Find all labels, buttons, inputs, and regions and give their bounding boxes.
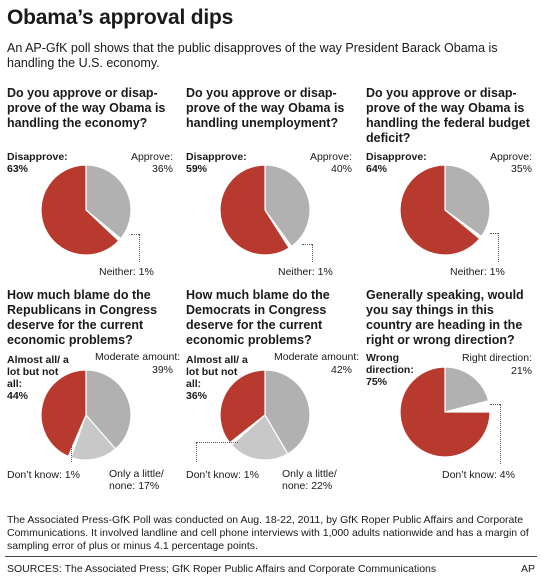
pie-slice-disapprove <box>219 164 290 256</box>
pie-chart <box>219 369 311 461</box>
approve-value: 40% <box>330 163 352 175</box>
dont-know-label: Don’t know: 1% <box>186 469 259 481</box>
dont-know-label: Don’t know: 1% <box>7 469 80 481</box>
pie-chart <box>399 366 491 458</box>
a-lot-label: Almost all/ a lot but not all: <box>7 354 69 390</box>
leader-line <box>498 233 499 262</box>
a-lot-value: 44% <box>7 390 29 402</box>
approve-value: 35% <box>510 163 532 175</box>
panel-unemployment: Do you approve or disap-prove of the way… <box>186 86 358 306</box>
divider <box>5 556 537 557</box>
leader-line <box>139 234 140 262</box>
pie-slice-approve <box>444 164 491 238</box>
approve-label: Approve: <box>489 151 532 163</box>
wrong-direction-label: Wrong direction: <box>366 352 414 376</box>
pie-slice-right-direction <box>444 366 490 413</box>
disapprove-label: Disapprove: <box>7 151 68 163</box>
pie-chart <box>40 369 132 461</box>
a-lot-label: Almost all/ a lot but not all: <box>186 354 248 390</box>
leader-line <box>196 442 197 462</box>
disapprove-value: 64% <box>366 163 388 175</box>
leader-line <box>131 234 139 235</box>
right-direction-value: 21% <box>510 365 532 377</box>
leader-line <box>490 404 500 405</box>
panel-republicans-blame: How much blame do the Republicans in Con… <box>7 288 181 508</box>
panel-economy: Do you approve or disap-prove of the way… <box>7 86 179 306</box>
approve-label: Approve: <box>309 151 352 163</box>
approve-value: 36% <box>151 163 173 175</box>
leader-line <box>71 438 72 462</box>
right-direction-label: Right direction: <box>461 352 532 364</box>
neither-label: Neither: 1% <box>450 266 505 278</box>
question-text: Do you approve or disap-prove of the way… <box>7 86 166 130</box>
disapprove-value: 63% <box>7 163 29 175</box>
neither-label: Neither: 1% <box>99 266 154 278</box>
credit-ap: AP <box>520 563 535 575</box>
leader-line <box>312 244 313 262</box>
question-text: Generally speaking, would you say things… <box>366 288 524 347</box>
a-lot-value: 36% <box>186 390 208 402</box>
pie-slice-almost-all-a-lot-but-not-all <box>219 369 266 444</box>
pie-slice-moderate-amount <box>264 369 311 455</box>
pie-slice-almost-all-a-lot-but-not-all <box>40 369 87 458</box>
wrong-direction-value: 75% <box>366 376 388 388</box>
moderate-value: 39% <box>151 364 173 376</box>
methodology-footnote: The Associated Press-GfK Poll was conduc… <box>7 514 529 552</box>
pie-chart <box>219 164 311 256</box>
pie-slice-approve <box>85 164 132 240</box>
disapprove-label: Disapprove: <box>366 151 427 163</box>
question-text: Do you approve or disap-prove of the way… <box>366 86 530 145</box>
pie-chart <box>40 164 132 256</box>
neither-label: Neither: 1% <box>278 266 333 278</box>
leader-line <box>500 404 501 464</box>
panel-right-wrong-direction: Generally speaking, would you say things… <box>366 288 538 508</box>
sources-line: SOURCES: The Associated Press; GfK Roper… <box>7 563 437 575</box>
moderate-value: 42% <box>330 364 352 376</box>
approve-label: Approve: <box>130 151 173 163</box>
question-text: How much blame do the Democrats in Congr… <box>186 288 330 347</box>
leader-line <box>302 244 312 245</box>
pie-slice-wrong-direction <box>399 366 491 458</box>
disapprove-label: Disapprove: <box>186 151 247 163</box>
pie-slice-only-a-little-none <box>230 414 289 461</box>
graphic-subtitle: An AP-GfK poll shows that the public dis… <box>7 41 498 70</box>
dont-know-label: Don’t know: 4% <box>442 469 515 481</box>
pie-slice-disapprove <box>40 164 120 256</box>
panel-budget-deficit: Do you approve or disap-prove of the way… <box>366 86 538 306</box>
pie-chart <box>399 164 491 256</box>
pie-slice-disapprove <box>399 164 481 256</box>
graphic-title: Obama’s approval dips <box>7 6 234 29</box>
leader-line <box>196 442 238 443</box>
moderate-label: Moderate amount: <box>95 351 181 363</box>
moderate-label: Moderate amount: <box>274 351 360 363</box>
pie-slice-approve <box>264 164 311 248</box>
disapprove-value: 59% <box>186 163 208 175</box>
only-a-little-label: Only a little/ none: 22% <box>282 468 337 492</box>
leader-line <box>490 233 498 234</box>
only-a-little-label: Only a little/ none: 17% <box>109 468 164 492</box>
question-text: How much blame do the Republicans in Con… <box>7 288 158 347</box>
panel-democrats-blame: How much blame do the Democrats in Congr… <box>186 288 360 508</box>
pie-slice-moderate-amount <box>85 369 132 450</box>
question-text: Do you approve or disap-prove of the way… <box>186 86 345 130</box>
